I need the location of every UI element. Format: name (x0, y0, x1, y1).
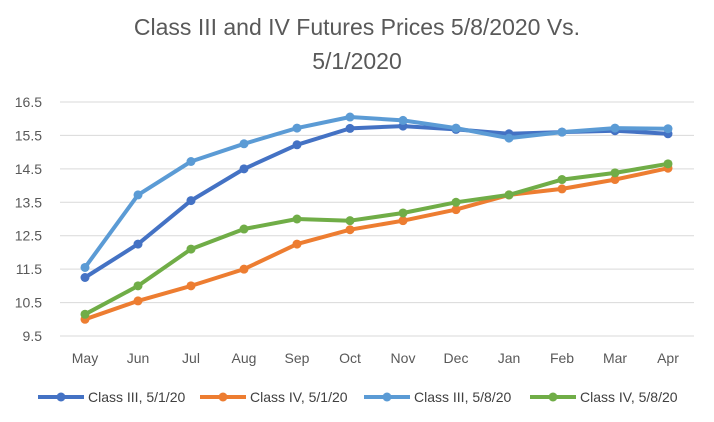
data-point (345, 112, 355, 122)
data-point (239, 224, 249, 234)
data-point (345, 216, 355, 226)
x-tick-label: Jul (182, 350, 200, 366)
x-tick-label: Sep (285, 350, 310, 366)
data-point (80, 273, 90, 282)
data-point (610, 123, 620, 133)
data-point (398, 216, 408, 226)
y-tick-label: 15.5 (15, 127, 42, 143)
chart-title-line-2: 5/1/2020 (312, 48, 402, 74)
y-tick-label: 11.5 (16, 261, 42, 277)
data-point (186, 157, 196, 167)
data-point (80, 262, 90, 272)
data-point (292, 239, 302, 249)
data-point (451, 123, 461, 133)
data-point (451, 205, 461, 215)
data-point (292, 123, 302, 133)
data-point (133, 239, 143, 249)
data-point (610, 175, 620, 185)
x-tick-label: Nov (391, 350, 416, 366)
data-point (663, 159, 673, 169)
series-line (83, 166, 670, 322)
data-point (239, 264, 249, 274)
data-point (557, 184, 567, 194)
x-tick-label: Mar (603, 350, 627, 366)
x-tick-label: Jun (127, 350, 150, 366)
chart-title-line-1: Class III and IV Futures Prices 5/8/2020… (133, 14, 581, 40)
data-point (292, 140, 302, 150)
data-point (557, 175, 567, 185)
data-point (663, 124, 673, 134)
legend-label: Class IV, 5/1/20 (250, 389, 348, 405)
x-tick-label: Dec (444, 350, 469, 366)
data-point (504, 133, 514, 143)
data-point (610, 168, 620, 178)
legend-label: Class III, 5/8/20 (414, 389, 511, 405)
data-point (451, 197, 461, 207)
x-tick-label: Oct (339, 350, 361, 366)
data-point (133, 190, 143, 200)
legend-label: Class IV, 5/8/20 (580, 389, 678, 405)
data-point (239, 164, 249, 174)
data-point (557, 127, 567, 137)
data-point (292, 214, 302, 224)
data-point (186, 244, 196, 254)
legend-marker (548, 392, 558, 402)
legend-marker (218, 392, 228, 402)
y-tick-label: 16.5 (15, 94, 42, 110)
y-tick-label: 13.5 (15, 194, 42, 210)
x-tick-label: Apr (657, 350, 679, 366)
series-line (83, 161, 670, 317)
y-tick-label: 12.5 (15, 228, 42, 244)
data-point (345, 225, 355, 235)
legend-label: Class III, 5/1/20 (88, 389, 185, 405)
x-tick-label: May (72, 350, 98, 366)
data-point (186, 196, 196, 206)
data-point (239, 139, 249, 149)
data-point (80, 309, 90, 319)
legend-marker (56, 392, 66, 402)
y-tick-label: 10.5 (15, 295, 42, 311)
x-tick-label: Jan (498, 350, 521, 366)
data-point (398, 115, 408, 125)
series-line (83, 115, 670, 270)
x-tick-label: Feb (550, 350, 574, 366)
data-point (398, 208, 408, 218)
legend-marker (382, 392, 392, 402)
data-point (133, 296, 143, 306)
x-tick-label: Aug (232, 350, 257, 366)
data-point (133, 281, 143, 291)
data-point (186, 281, 196, 291)
y-tick-label: 14.5 (15, 161, 42, 177)
data-point (345, 123, 355, 133)
data-point (504, 190, 514, 200)
y-tick-label: 9.5 (23, 328, 43, 344)
